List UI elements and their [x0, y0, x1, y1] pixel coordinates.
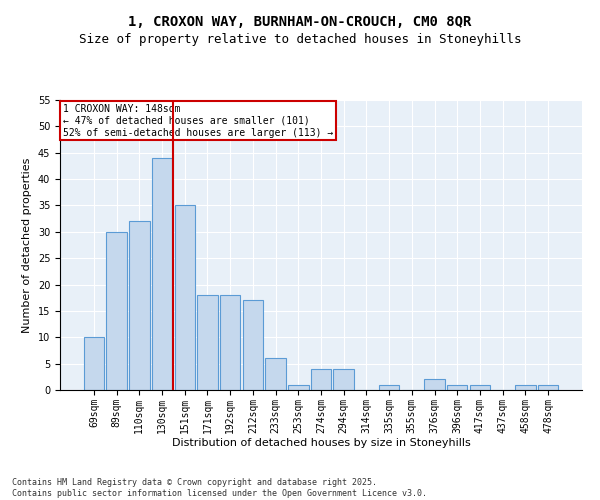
Text: 1 CROXON WAY: 148sqm
← 47% of detached houses are smaller (101)
52% of semi-deta: 1 CROXON WAY: 148sqm ← 47% of detached h… — [62, 104, 333, 138]
Bar — [288, 384, 308, 390]
Bar — [152, 158, 172, 390]
Bar — [311, 369, 331, 390]
Bar — [447, 384, 467, 390]
Bar — [242, 300, 263, 390]
Bar — [175, 206, 195, 390]
Text: 1, CROXON WAY, BURNHAM-ON-CROUCH, CM0 8QR: 1, CROXON WAY, BURNHAM-ON-CROUCH, CM0 8Q… — [128, 15, 472, 29]
Bar — [106, 232, 127, 390]
Bar — [197, 295, 218, 390]
Text: Size of property relative to detached houses in Stoneyhills: Size of property relative to detached ho… — [79, 32, 521, 46]
Bar — [470, 384, 490, 390]
Y-axis label: Number of detached properties: Number of detached properties — [22, 158, 32, 332]
Bar — [84, 338, 104, 390]
Bar — [220, 295, 241, 390]
Bar — [424, 380, 445, 390]
Bar — [334, 369, 354, 390]
Bar — [538, 384, 558, 390]
X-axis label: Distribution of detached houses by size in Stoneyhills: Distribution of detached houses by size … — [172, 438, 470, 448]
Bar — [379, 384, 400, 390]
Text: Contains HM Land Registry data © Crown copyright and database right 2025.
Contai: Contains HM Land Registry data © Crown c… — [12, 478, 427, 498]
Bar — [265, 358, 286, 390]
Bar — [515, 384, 536, 390]
Bar — [129, 222, 149, 390]
